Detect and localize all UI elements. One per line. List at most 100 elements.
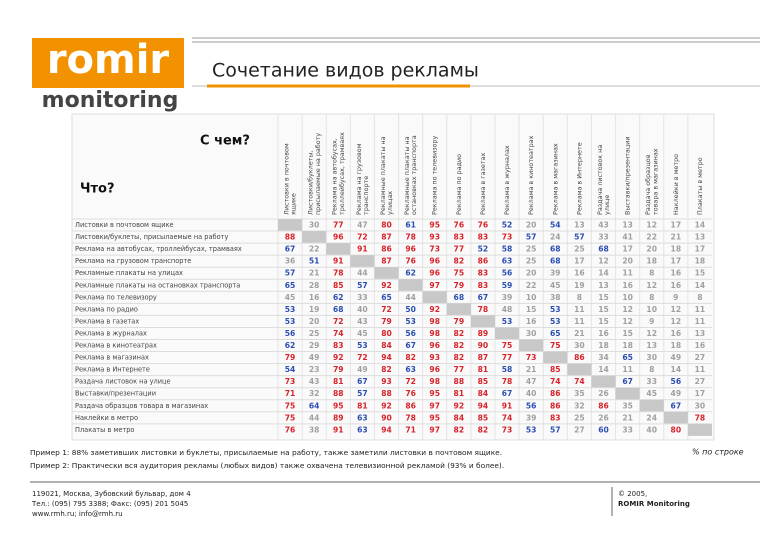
cell-value: 8	[697, 293, 702, 302]
cell-value: 43	[309, 377, 320, 386]
cell-value: 81	[357, 401, 368, 410]
cell-value: 83	[454, 233, 465, 242]
cell-value: 84	[478, 389, 489, 398]
cell-value: 88	[381, 389, 392, 398]
diagonal-cell	[422, 291, 447, 304]
cell-value: 96	[429, 257, 440, 266]
cell-value: 12	[598, 257, 609, 266]
cell-value: 11	[574, 305, 585, 314]
column-header: Плакаты в метро	[696, 157, 704, 215]
cell-value: 24	[646, 413, 657, 422]
cell-value: 97	[429, 281, 440, 290]
cell-value: 49	[357, 365, 368, 374]
cell-value: 94	[478, 401, 489, 410]
cell-value: 21	[671, 233, 682, 242]
cell-value: 30	[526, 329, 537, 338]
cell-value: 95	[333, 401, 344, 410]
cell-value: 53	[405, 317, 416, 326]
cell-value: 93	[429, 233, 440, 242]
cell-value: 57	[550, 425, 561, 434]
cell-value: 48	[502, 305, 513, 314]
cell-value: 13	[574, 221, 585, 230]
cell-value: 86	[381, 245, 392, 254]
cell-value: 14	[598, 269, 609, 278]
cell-value: 49	[671, 353, 682, 362]
cell-value: 33	[646, 377, 657, 386]
cell-value: 57	[526, 233, 537, 242]
cell-value: 45	[550, 281, 561, 290]
cell-value: 86	[574, 353, 585, 362]
row-label: Листовки в почтовом ящике	[75, 221, 174, 229]
cell-value: 83	[478, 269, 489, 278]
cell-value: 18	[671, 245, 682, 254]
cell-value: 19	[309, 305, 320, 314]
cell-value: 67	[357, 377, 368, 386]
cell-value: 18	[695, 257, 706, 266]
cell-value: 33	[622, 425, 633, 434]
cell-value: 57	[357, 389, 368, 398]
row-label: Листовки/буклеты, присылаемые на работу	[75, 233, 228, 241]
cell-value: 92	[454, 401, 465, 410]
cell-value: 13	[646, 341, 657, 350]
cell-value: 92	[381, 401, 392, 410]
cell-value: 56	[405, 329, 416, 338]
cell-value: 40	[526, 389, 537, 398]
cell-value: 53	[502, 317, 513, 326]
cell-value: 77	[454, 245, 465, 254]
cell-value: 35	[622, 401, 633, 410]
cell-value: 65	[381, 293, 392, 302]
row-label: Плакаты в метро	[75, 426, 134, 434]
cell-value: 15	[598, 305, 609, 314]
cell-value: 91	[333, 257, 344, 266]
cell-value: 65	[622, 353, 633, 362]
cell-value: 16	[671, 329, 682, 338]
cell-value: 74	[502, 413, 513, 422]
cell-value: 53	[526, 425, 537, 434]
cell-value: 44	[405, 293, 416, 302]
cell-value: 20	[526, 269, 537, 278]
cell-value: 83	[333, 341, 344, 350]
cell-value: 80	[381, 329, 392, 338]
cell-value: 56	[526, 401, 537, 410]
cell-value: 33	[598, 233, 609, 242]
column-header: Листовки в почтовом ящике	[282, 141, 297, 215]
cell-value: 78	[405, 413, 416, 422]
cell-value: 45	[646, 389, 657, 398]
cell-value: 21	[526, 365, 537, 374]
cell-value: 57	[285, 269, 296, 278]
cell-value: 76	[405, 257, 416, 266]
cell-value: 90	[381, 413, 392, 422]
cell-value: 17	[671, 221, 682, 230]
column-header: Листовки/буклеты, присылаемые на работу	[307, 133, 322, 215]
cell-value: 60	[598, 425, 609, 434]
cell-value: 81	[333, 377, 344, 386]
cell-value: 91	[502, 401, 513, 410]
diagonal-cell	[567, 363, 592, 376]
cell-value: 74	[574, 377, 585, 386]
cell-value: 53	[550, 317, 561, 326]
cell-value: 34	[598, 353, 609, 362]
cell-value: 62	[333, 293, 344, 302]
cell-value: 11	[695, 305, 706, 314]
cell-value: 79	[454, 317, 465, 326]
row-label: Раздача образцов товара в магазинах	[75, 402, 208, 410]
cell-value: 72	[333, 317, 344, 326]
cell-value: 95	[429, 221, 440, 230]
cell-value: 82	[454, 341, 465, 350]
cell-value: 12	[671, 305, 682, 314]
cell-value: 81	[454, 389, 465, 398]
diagonal-cell	[278, 219, 303, 232]
cell-value: 77	[502, 353, 513, 362]
cell-value: 27	[695, 377, 706, 386]
cell-value: 14	[598, 365, 609, 374]
cell-value: 92	[381, 281, 392, 290]
cell-value: 16	[671, 269, 682, 278]
cell-value: 45	[357, 329, 368, 338]
cell-value: 95	[429, 389, 440, 398]
cell-value: 73	[526, 353, 537, 362]
cell-value: 82	[478, 425, 489, 434]
cell-value: 44	[357, 269, 368, 278]
cell-value: 14	[671, 365, 682, 374]
cell-value: 17	[622, 245, 633, 254]
cell-value: 12	[622, 305, 633, 314]
